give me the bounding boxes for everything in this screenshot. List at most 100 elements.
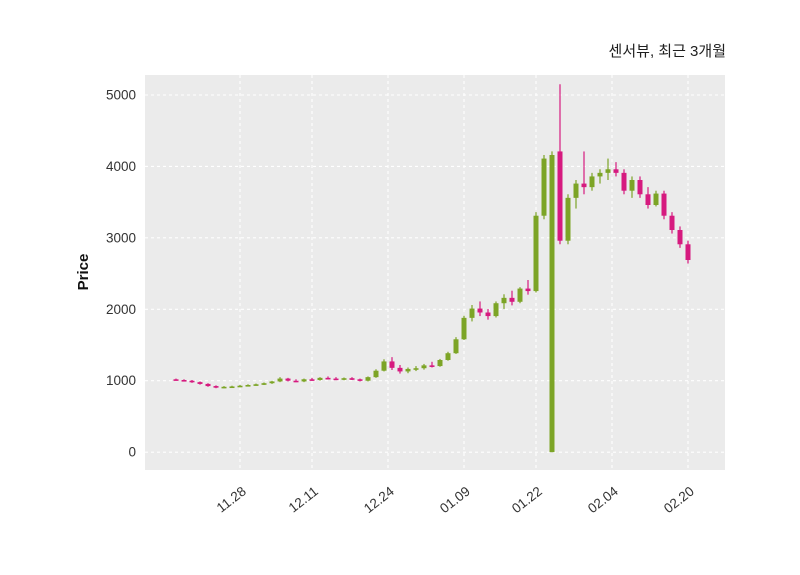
candle-body xyxy=(437,360,443,367)
candle-body xyxy=(509,297,515,302)
candle-body xyxy=(357,379,363,381)
candle-body xyxy=(325,377,331,380)
candle xyxy=(205,383,211,387)
candle xyxy=(565,194,571,245)
candle-body xyxy=(461,317,467,340)
candle xyxy=(445,351,451,361)
candle-body xyxy=(445,353,451,360)
candle-body xyxy=(349,378,355,380)
candle-body xyxy=(237,385,243,388)
candle-body xyxy=(525,288,531,292)
candle-body xyxy=(637,180,643,195)
candle xyxy=(277,377,283,383)
candle-body xyxy=(389,361,395,368)
candle xyxy=(293,379,299,383)
candle xyxy=(533,212,539,293)
candle xyxy=(317,377,323,381)
candle-body xyxy=(597,172,603,177)
candle xyxy=(581,151,587,195)
candle xyxy=(261,382,267,385)
candle-body xyxy=(373,370,379,378)
candle xyxy=(333,377,339,381)
candle-body xyxy=(189,380,195,383)
candle-body xyxy=(669,215,675,230)
candle xyxy=(429,361,435,368)
candle xyxy=(285,377,291,382)
candle xyxy=(365,376,371,382)
candle-body xyxy=(469,308,475,318)
y-tick-label: 2000 xyxy=(106,302,136,317)
candle xyxy=(669,212,675,234)
plot-area xyxy=(145,75,725,470)
candle-body xyxy=(621,172,627,191)
candle xyxy=(645,187,651,209)
candle xyxy=(469,305,475,322)
candle-body xyxy=(365,377,371,381)
candle-body xyxy=(173,379,179,381)
candle xyxy=(405,367,411,374)
x-tick-label: 01.22 xyxy=(509,484,545,517)
candle-body xyxy=(453,339,459,354)
candle-body xyxy=(341,378,347,380)
candle xyxy=(421,363,427,370)
candle xyxy=(557,84,563,245)
candle xyxy=(525,280,531,295)
chart-title: 센서뷰, 최근 3개월 xyxy=(609,43,726,60)
candle xyxy=(373,369,379,378)
candle-body xyxy=(333,378,339,381)
candle xyxy=(229,385,235,389)
candle xyxy=(541,155,547,220)
candle xyxy=(677,226,683,248)
candle xyxy=(341,377,347,381)
candle-body xyxy=(541,158,547,216)
candle-body xyxy=(629,180,635,191)
candle-body xyxy=(213,386,219,388)
candle-body xyxy=(221,386,227,389)
candle-body xyxy=(301,379,307,382)
candle-body xyxy=(501,297,507,304)
candle-body xyxy=(261,383,267,385)
candle xyxy=(597,169,603,184)
candle xyxy=(685,240,691,264)
candle xyxy=(453,337,459,354)
candle-body xyxy=(285,378,291,381)
candle xyxy=(221,386,227,389)
y-tick-label: 5000 xyxy=(106,88,136,103)
candle-body xyxy=(581,183,587,188)
y-axis-label: Price xyxy=(75,254,92,291)
candle xyxy=(301,378,307,383)
x-tick-label: 01.09 xyxy=(437,484,473,517)
candle-body xyxy=(245,385,251,387)
candle-body xyxy=(229,386,235,389)
candle xyxy=(573,180,579,209)
candle-body xyxy=(573,183,579,198)
candle-body xyxy=(413,368,419,370)
candle xyxy=(349,377,355,380)
candle xyxy=(509,290,515,306)
candle xyxy=(517,287,523,304)
gridline-layer xyxy=(145,75,725,470)
candle-body xyxy=(533,215,539,292)
candle-body xyxy=(405,368,411,372)
candle-body xyxy=(205,383,211,387)
candle-body xyxy=(517,288,523,302)
candle-body xyxy=(493,303,499,317)
candle xyxy=(253,383,259,386)
candle xyxy=(381,359,387,372)
candle xyxy=(501,294,507,309)
candle xyxy=(245,384,251,387)
candle-body xyxy=(317,377,323,380)
candle-body xyxy=(589,176,595,188)
y-tick-label: 4000 xyxy=(106,159,136,174)
candle-body xyxy=(565,197,571,241)
candle-body xyxy=(605,169,611,173)
candle xyxy=(213,385,219,389)
candle-body xyxy=(181,380,187,382)
candle-body xyxy=(197,382,203,384)
candle xyxy=(589,172,595,191)
candle xyxy=(325,376,331,380)
candle xyxy=(437,358,443,367)
candle xyxy=(461,315,467,340)
candle-body xyxy=(381,361,387,371)
candle xyxy=(485,308,491,320)
